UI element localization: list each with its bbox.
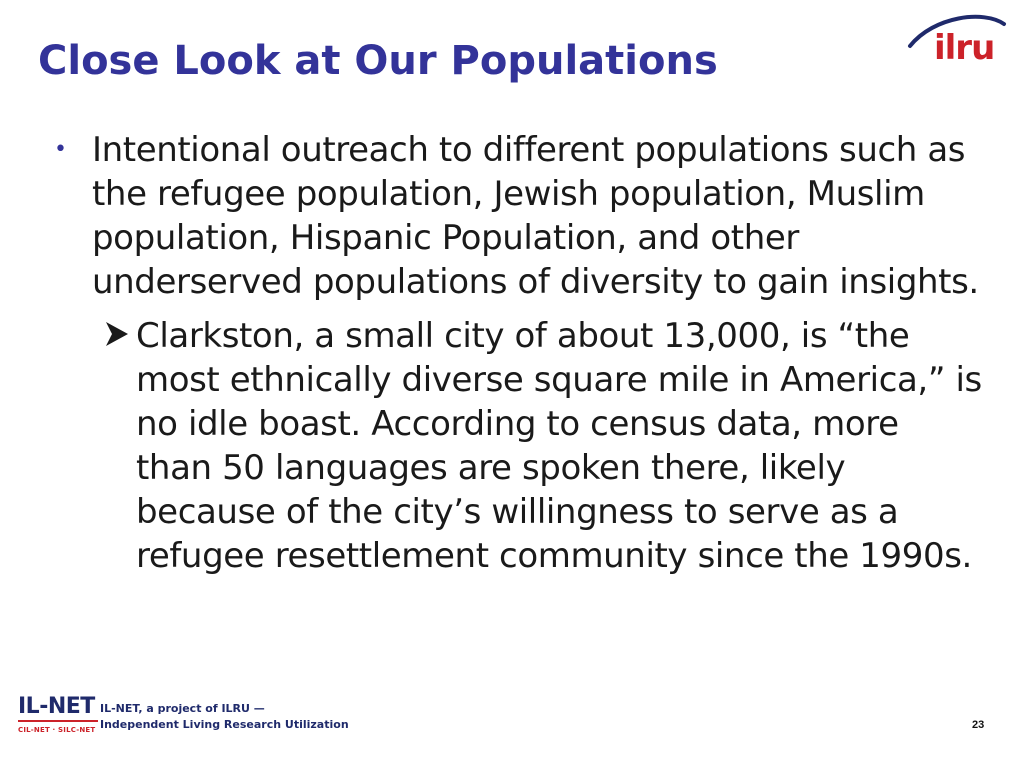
bullet-text: Intentional outreach to different popula… bbox=[92, 130, 979, 302]
bullet-dot-icon: • bbox=[54, 137, 67, 162]
page-number: 23 bbox=[972, 719, 985, 731]
sub-bullet-text: Clarkston, a small city of about 13,000,… bbox=[136, 316, 982, 576]
ilru-swoosh-icon bbox=[908, 14, 1006, 48]
footer-line-2: Independent Living Research Utilization bbox=[100, 718, 349, 731]
ilnet-logo-subtext: CIL-NET · SILC-NET bbox=[18, 726, 96, 734]
bullet-list: • Intentional outreach to different popu… bbox=[52, 128, 982, 578]
ilnet-logo: IL-NET CIL-NET · SILC-NET bbox=[18, 694, 108, 740]
footer-line-1: IL-NET, a project of ILRU — bbox=[100, 702, 265, 715]
arrow-right-icon bbox=[106, 322, 128, 346]
slide-title: Close Look at Our Populations bbox=[38, 38, 718, 84]
bullet-item: • Intentional outreach to different popu… bbox=[52, 128, 982, 304]
footer-text: IL-NET, a project of ILRU — Independent … bbox=[100, 701, 349, 733]
sub-bullet-item: Clarkston, a small city of about 13,000,… bbox=[52, 314, 982, 578]
ilnet-logo-text: IL-NET bbox=[18, 694, 95, 719]
ilnet-logo-rule bbox=[18, 720, 98, 722]
ilru-logo-text: ilru bbox=[934, 28, 995, 68]
ilru-logo: ilru bbox=[904, 8, 1014, 68]
